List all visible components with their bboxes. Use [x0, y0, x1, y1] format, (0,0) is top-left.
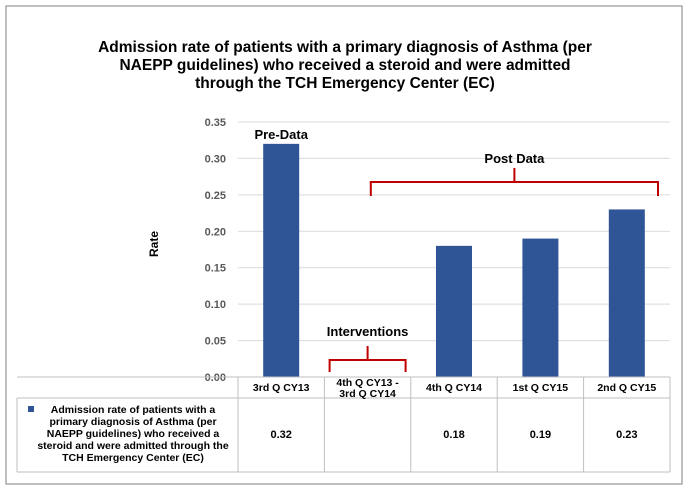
x-tick-label: 3rd Q CY13	[253, 382, 310, 394]
legend-series-name: TCH Emergency Center (EC)	[62, 452, 204, 464]
bar	[608, 209, 645, 377]
legend-series-name: NAEPP guidelines) who received a	[47, 428, 220, 440]
chart-frame	[5, 5, 683, 485]
y-tick-label: 0.30	[205, 153, 226, 165]
annotation-post-data: Post Data	[484, 151, 545, 166]
annotation-pre-data: Pre-Data	[254, 127, 308, 142]
x-tick-label: 2nd Q CY15	[597, 382, 656, 394]
y-axis-ticks: 0.00 0.05 0.10 0.15 0.20 0.25 0.30 0.35	[205, 117, 226, 384]
legend-series-name: primary diagnosis of Asthma (per	[49, 416, 216, 428]
interventions-bracket	[328, 346, 407, 372]
legend-series-name: Admission rate of patients with a	[51, 404, 216, 416]
data-label: 0.19	[530, 429, 551, 441]
y-tick-label: 0.10	[205, 299, 226, 311]
chart-title-line: Admission rate of patients with a primar…	[98, 39, 592, 56]
x-tick-label: 4th Q CY14	[426, 382, 482, 394]
annotations: Pre-Data Post Data Interventions	[254, 127, 659, 372]
chart-title-line: NAEPP guidelines) who received a steroid…	[119, 57, 570, 74]
y-tick-label: 0.15	[205, 263, 226, 275]
y-tick-label: 0.35	[205, 117, 226, 129]
x-tick-label: 1st Q CY15	[513, 382, 569, 394]
y-tick-label: 0.00	[205, 372, 226, 384]
bars	[263, 143, 645, 377]
y-axis-title: Rate	[147, 231, 161, 257]
y-tick-label: 0.20	[205, 226, 226, 238]
bar	[263, 143, 300, 377]
data-label: 0.32	[270, 429, 291, 441]
legend-series-name: steroid and were admitted through the	[37, 440, 229, 452]
bar	[522, 238, 559, 377]
legend-key	[28, 406, 34, 412]
data-label: 0.18	[443, 429, 464, 441]
post-data-bracket	[369, 168, 659, 196]
chart-title-line: through the TCH Emergency Center (EC)	[195, 75, 495, 92]
data-table: 3rd Q CY13 4th Q CY13 -3rd Q CY14 4th Q CY…	[16, 376, 671, 473]
bar	[436, 245, 472, 377]
annotation-interventions: Interventions	[327, 324, 409, 339]
y-tick-label: 0.05	[205, 336, 226, 348]
y-axis-label: Rate	[147, 231, 161, 257]
y-tick-label: 0.25	[205, 190, 226, 202]
data-label: 0.23	[616, 429, 637, 441]
x-tick-label: 4th Q CY13 -	[336, 377, 399, 389]
chart-title: Admission rate of patients with a primar…	[98, 39, 592, 92]
x-tick-label: 3rd Q CY14	[339, 388, 396, 400]
